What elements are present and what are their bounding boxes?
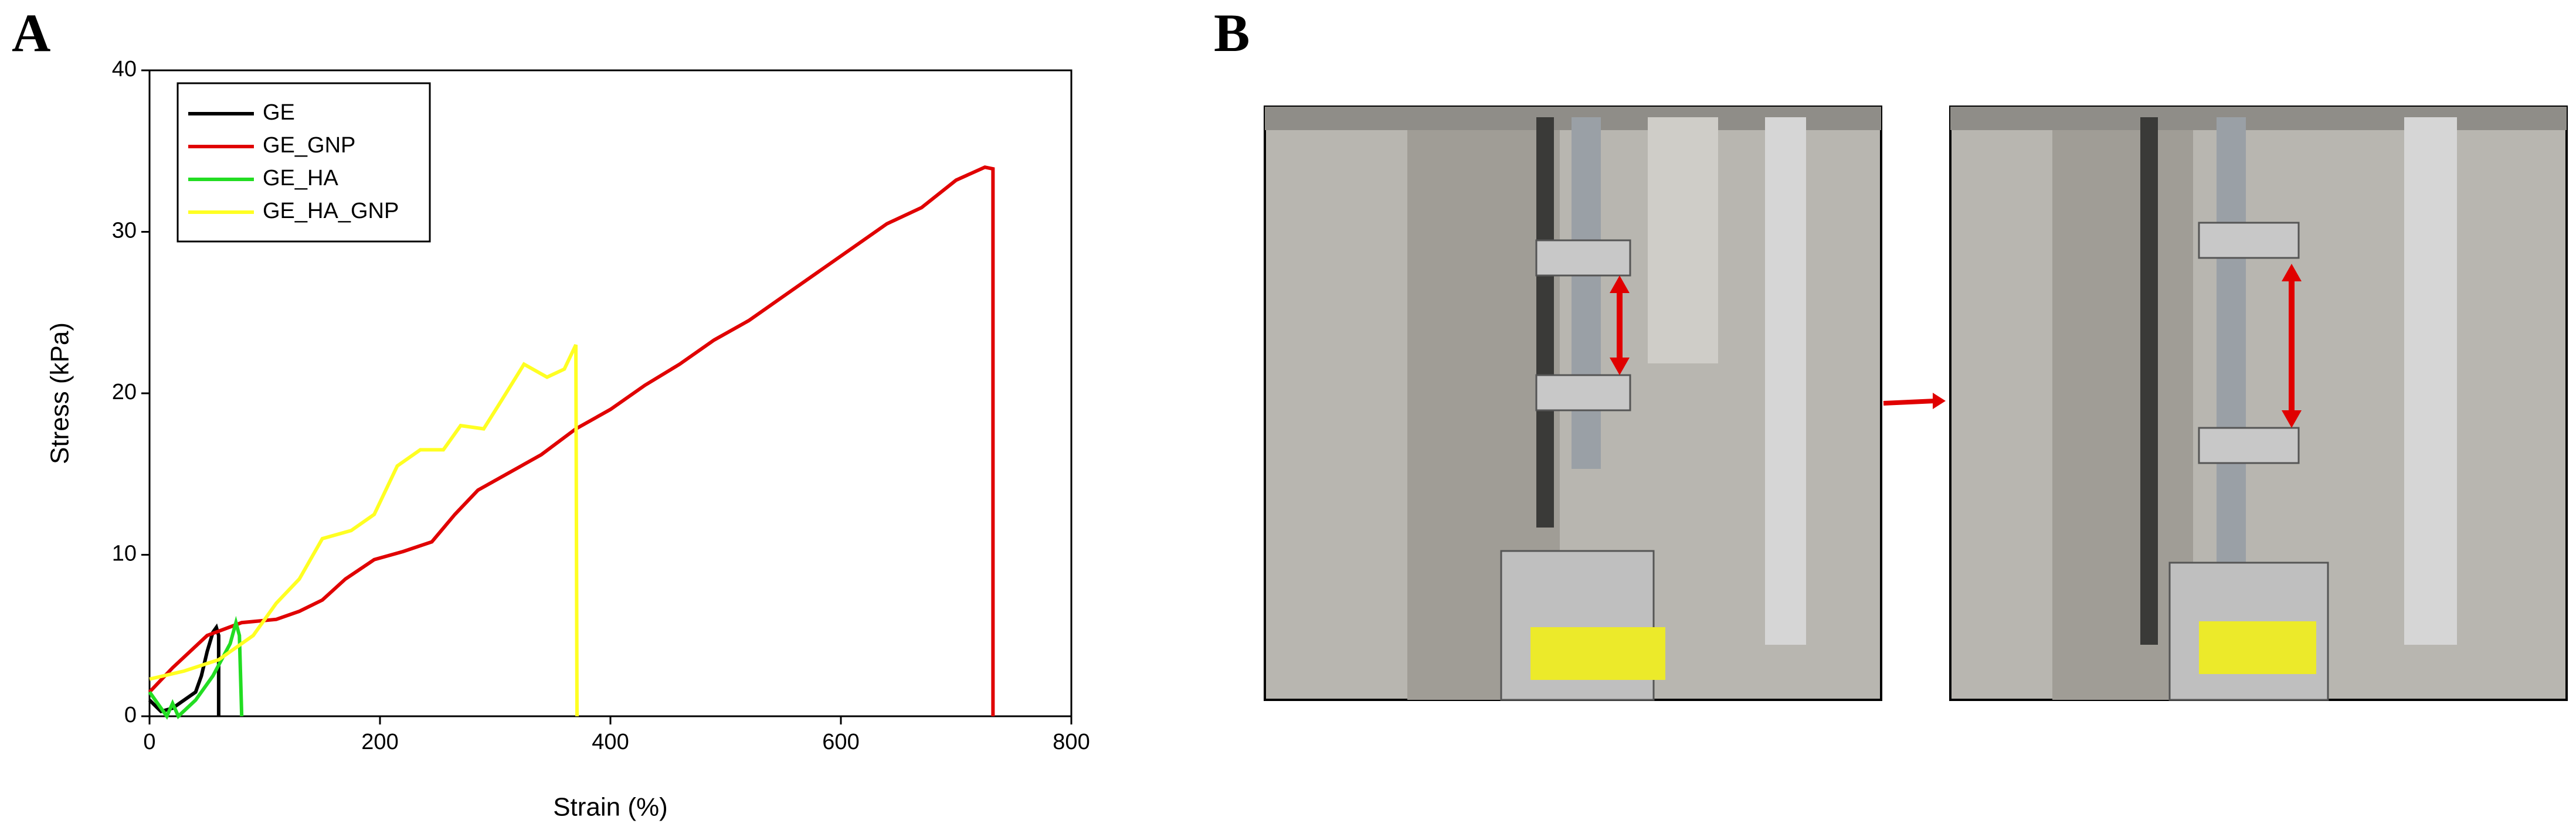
x-tick-label: 0 — [143, 730, 155, 754]
arrow — [1883, 393, 1946, 409]
y-tick-label: 40 — [112, 57, 137, 81]
panel-label: B — [1214, 3, 1250, 63]
legend-label: GE_HA_GNP — [263, 199, 399, 223]
legend-label: GE_HA — [263, 166, 338, 190]
y-tick-label: 20 — [112, 380, 137, 404]
y-tick-label: 30 — [112, 219, 137, 243]
x-tick-label: 600 — [822, 730, 859, 754]
y-tick-label: 10 — [112, 542, 137, 566]
data-line — [148, 165, 995, 716]
panel-label: A — [12, 3, 50, 63]
x-axis-label: Strain (%) — [553, 793, 668, 822]
legend-label: GE — [263, 100, 295, 125]
x-tick-label: 200 — [361, 730, 398, 754]
data-line — [149, 344, 579, 717]
photo-after — [1949, 106, 2568, 701]
data-line — [148, 615, 244, 720]
x-tick-label: 400 — [592, 730, 629, 754]
y-axis-label: Stress (kPa) — [46, 322, 74, 464]
legend-box — [177, 82, 431, 243]
y-tick-label: 0 — [124, 703, 137, 727]
photo-before — [1264, 106, 1882, 701]
legend-label: GE_GNP — [263, 133, 355, 158]
x-tick-label: 800 — [1053, 730, 1090, 754]
